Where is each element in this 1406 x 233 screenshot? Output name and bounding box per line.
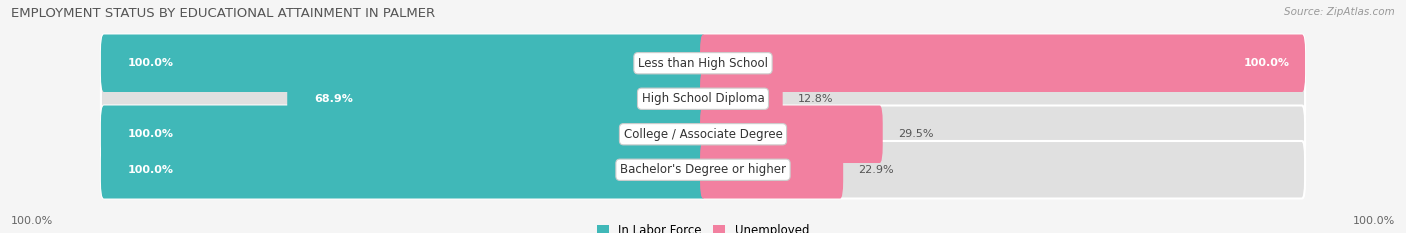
FancyBboxPatch shape [101,34,706,92]
Text: Less than High School: Less than High School [638,57,768,70]
FancyBboxPatch shape [101,106,706,163]
FancyBboxPatch shape [700,106,1305,163]
Text: 100.0%: 100.0% [128,165,174,175]
Text: High School Diploma: High School Diploma [641,92,765,105]
FancyBboxPatch shape [700,141,1305,199]
Text: Bachelor's Degree or higher: Bachelor's Degree or higher [620,163,786,176]
FancyBboxPatch shape [101,70,706,127]
FancyBboxPatch shape [700,141,844,199]
FancyBboxPatch shape [700,106,883,163]
Text: 100.0%: 100.0% [128,58,174,68]
Text: 100.0%: 100.0% [1244,58,1291,68]
FancyBboxPatch shape [101,34,706,92]
Text: 22.9%: 22.9% [858,165,894,175]
Text: 100.0%: 100.0% [1353,216,1395,226]
Text: 29.5%: 29.5% [897,129,934,139]
FancyBboxPatch shape [101,141,706,199]
Text: College / Associate Degree: College / Associate Degree [624,128,782,141]
FancyBboxPatch shape [700,70,783,127]
Text: 100.0%: 100.0% [128,129,174,139]
FancyBboxPatch shape [101,106,706,163]
Legend: In Labor Force, Unemployed: In Labor Force, Unemployed [592,219,814,233]
Text: Source: ZipAtlas.com: Source: ZipAtlas.com [1284,7,1395,17]
Text: EMPLOYMENT STATUS BY EDUCATIONAL ATTAINMENT IN PALMER: EMPLOYMENT STATUS BY EDUCATIONAL ATTAINM… [11,7,436,20]
FancyBboxPatch shape [101,141,706,199]
FancyBboxPatch shape [700,34,1305,92]
Text: 68.9%: 68.9% [314,94,353,104]
FancyBboxPatch shape [700,34,1305,92]
Text: 12.8%: 12.8% [797,94,834,104]
Text: 100.0%: 100.0% [11,216,53,226]
FancyBboxPatch shape [287,70,706,127]
FancyBboxPatch shape [700,70,1305,127]
